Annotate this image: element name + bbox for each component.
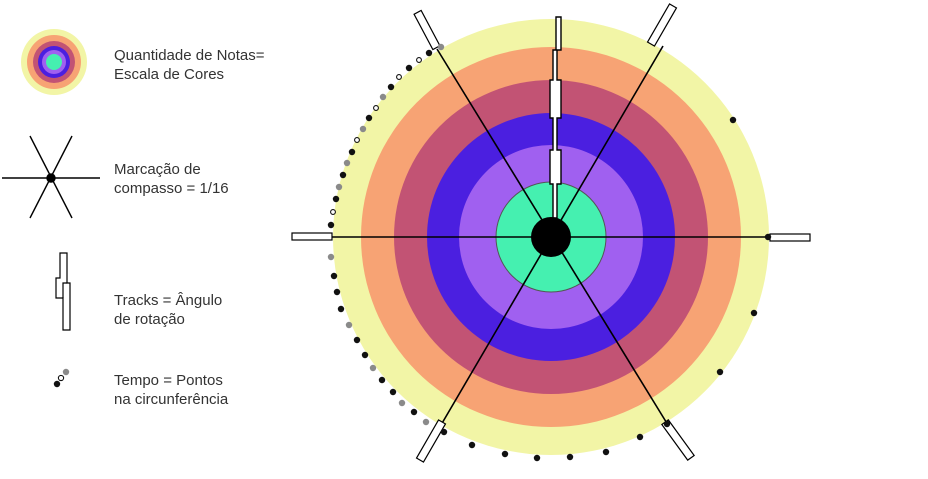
- tempo-point: [729, 116, 737, 124]
- compass-marking-icon: [2, 135, 100, 219]
- legend-icons: [2, 29, 100, 388]
- tempo-point: [416, 57, 422, 63]
- tempo-point: [327, 221, 335, 229]
- tempo-point: [359, 125, 367, 133]
- tempo-point: [533, 454, 541, 462]
- tempo-point: [437, 43, 445, 51]
- tempo-point: [354, 137, 360, 143]
- spoke-cap-upper-left: [413, 9, 441, 51]
- tempo-point: [716, 368, 724, 376]
- tempo-point: [337, 305, 345, 313]
- tempo-point: [398, 399, 406, 407]
- tempo-point: [602, 448, 610, 456]
- tempo-point: [764, 233, 772, 241]
- tempo-point: [566, 453, 574, 461]
- tempo-point: [361, 351, 369, 359]
- tempo-point: [396, 74, 402, 80]
- tempo-point: [378, 376, 386, 384]
- tempo-point: [330, 209, 336, 215]
- tempo-point: [468, 441, 476, 449]
- tempo-point: [333, 288, 341, 296]
- tempo-point: [335, 183, 343, 191]
- tempo-point: [440, 428, 448, 436]
- tempo-point: [387, 83, 395, 91]
- legend-tempo-label: Tempo = Pontos na circunferência: [114, 372, 229, 408]
- spoke-cap-right: [769, 233, 811, 242]
- spoke-cap-left: [291, 232, 333, 241]
- tempo-point: [345, 321, 353, 329]
- spoke-end-caps: [291, 3, 811, 463]
- tempo-point: [343, 159, 351, 167]
- tempo-point: [663, 420, 671, 428]
- tempo-point: [422, 418, 430, 426]
- legend-compass-label: Marcação de compasso = 1/16: [114, 161, 229, 197]
- tempo-point: [332, 195, 340, 203]
- tempo-point: [636, 433, 644, 441]
- tempo-point: [348, 148, 356, 156]
- tempo-point: [339, 171, 347, 179]
- tempo-point: [501, 450, 509, 458]
- tempo-point: [327, 253, 335, 261]
- tempo-point: [410, 408, 418, 416]
- tempo-point: [379, 93, 387, 101]
- tempo-points: [327, 43, 772, 462]
- tempo-point: [750, 309, 758, 317]
- track-rotation-icon: [55, 252, 71, 331]
- legend-color-scale-label: Quantidade de Notas= Escala de Cores: [114, 47, 265, 83]
- center-hub: [531, 217, 571, 257]
- tempo-point: [373, 105, 379, 111]
- tempo-point: [365, 114, 373, 122]
- tempo-points-icon: [53, 368, 70, 388]
- spoke-cap-lower-left: [415, 419, 447, 463]
- tempo-point: [369, 364, 377, 372]
- legend-tracks-label: Tracks = Ângulo de rotação: [114, 292, 223, 328]
- spoke-cap-upper-right: [646, 3, 678, 47]
- color-scale-icon: [21, 29, 87, 95]
- tempo-point: [389, 388, 397, 396]
- tempo-point: [425, 49, 433, 57]
- tempo-point: [353, 336, 361, 344]
- tempo-point: [330, 272, 338, 280]
- tempo-point: [405, 64, 413, 72]
